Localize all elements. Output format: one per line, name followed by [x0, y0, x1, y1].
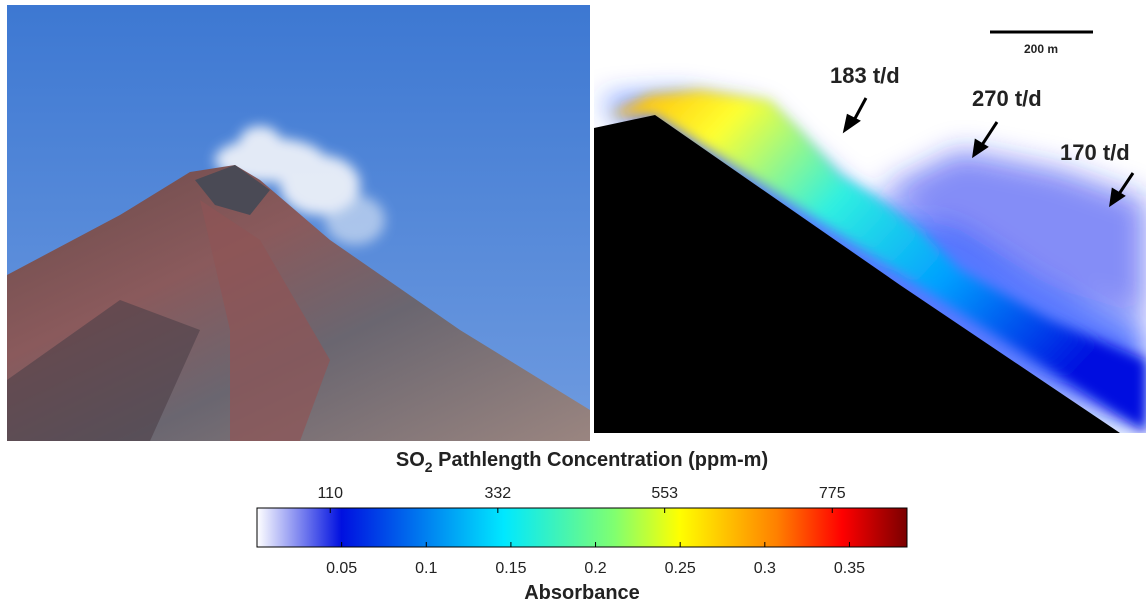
annotation: 170 t/d: [1060, 140, 1130, 165]
title-subscript: 2: [425, 459, 433, 475]
title-suffix: Pathlength Concentration (ppm-m): [433, 449, 769, 471]
volcano-photo: [7, 5, 590, 441]
scale-bar-label: 200 m: [1024, 42, 1058, 56]
bottom-tick-label: 0.1: [415, 560, 437, 577]
bottom-tick-label: 0.05: [326, 560, 357, 577]
colorbar-title: SO2 Pathlength Concentration (ppm-m): [396, 449, 768, 475]
bottom-tick-label: 0.25: [665, 560, 696, 577]
colorbar-label: Absorbance: [524, 582, 640, 604]
top-tick-label: 553: [651, 485, 678, 502]
annotation: 183 t/d: [830, 63, 900, 88]
bottom-tick-label: 0.2: [584, 560, 606, 577]
colorbar: [257, 508, 907, 547]
figure: 200 m 183 t/d 270 t/d 170 t/d SO2 Pathle…: [0, 0, 1146, 607]
title-prefix: SO: [396, 449, 425, 471]
annotation: 270 t/d: [972, 86, 1042, 111]
top-tick-label: 775: [819, 485, 846, 502]
bottom-tick-label: 0.35: [834, 560, 865, 577]
bottom-tick-label: 0.15: [495, 560, 526, 577]
bottom-tick-label: 0.3: [754, 560, 776, 577]
top-tick-label: 332: [484, 485, 511, 502]
top-tick-label: 110: [317, 485, 343, 502]
